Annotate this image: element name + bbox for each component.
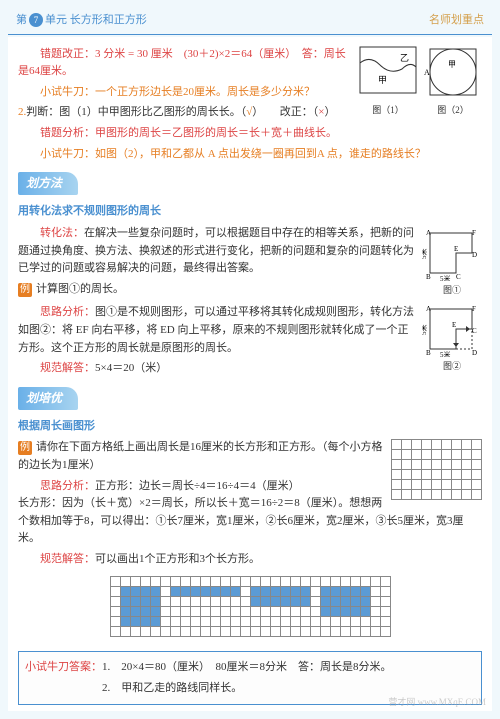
example-badge-2: 例	[18, 441, 32, 455]
answer-grid-container	[18, 576, 482, 644]
diagram-1-label: 图①	[422, 283, 482, 297]
svg-text:C: C	[472, 327, 477, 335]
header-left: 第7单元 长方形和正方形	[16, 12, 147, 30]
svg-text:5米: 5米	[422, 248, 428, 259]
figure-1-svg: 乙 甲	[356, 43, 420, 101]
page-header: 第7单元 长方形和正方形 名师划重点	[8, 8, 492, 35]
figure-2-svg: A 甲	[424, 43, 482, 101]
figure-2: A 甲 图（2）	[424, 43, 482, 117]
example-1-analysis: 思路分析：图①是不规则图形，可以通过平移将其转化成规则图形，转化方法如图②：将 …	[18, 304, 482, 357]
unit-prefix: 第	[16, 14, 27, 26]
diagram-1: A F D E C B 5米 5米 图①	[422, 225, 482, 297]
watermark: 营才网 www.MXqE.COM	[388, 695, 486, 709]
example-1-line: 例计算图①的周长。	[18, 281, 482, 299]
svg-text:E: E	[454, 245, 458, 253]
svg-text:E: E	[452, 321, 456, 329]
main-content: A 甲 图（2） 乙 甲 图（1） 错题改正：3 分米 = 30 厘米 (30＋…	[8, 37, 492, 712]
svg-text:A: A	[426, 229, 431, 237]
fig1-yi-label: 乙	[400, 53, 409, 63]
header-right: 名师划重点	[429, 12, 484, 30]
answer-box-line1: 小试牛刀答案：1. 20×4＝80（厘米） 80厘米＝8分米 答：周长是8分米。	[25, 659, 475, 677]
diagram-2-label: 图②	[422, 359, 482, 373]
fig2-A-label: A	[424, 68, 430, 77]
example-2-answer: 规范解答：可以画出1个正方形和3个长方形。	[18, 551, 482, 569]
svg-text:A: A	[426, 305, 431, 313]
fig2-jia-label: 甲	[448, 60, 456, 69]
svg-text:C: C	[456, 273, 461, 281]
section-improve-tag: 划培优	[18, 387, 78, 410]
fig1-jia-label: 甲	[378, 75, 387, 85]
svg-text:F: F	[472, 305, 476, 313]
answer-grid	[110, 576, 391, 637]
diagram-2: A F D E C B 5米 5米 图②	[422, 301, 482, 373]
figure-1-label: 图（1）	[356, 103, 420, 117]
improve-title: 根据周长画图形	[18, 418, 482, 436]
svg-text:B: B	[426, 349, 431, 357]
blank-grid-table	[391, 439, 482, 500]
section-method-tag: 划方法	[18, 172, 78, 195]
svg-text:5米: 5米	[440, 274, 451, 281]
svg-text:D: D	[472, 251, 477, 259]
example-badge: 例	[18, 283, 32, 297]
transform-method: 转化法：在解决一些复杂问题时，可以根据题目中存在的相等关系，把新的问题通过换角度…	[18, 225, 482, 278]
svg-text:D: D	[472, 349, 477, 357]
svg-text:5米: 5米	[422, 325, 428, 336]
svg-text:5米: 5米	[440, 350, 451, 357]
figure-2-label: 图（2）	[424, 103, 482, 117]
example-1-answer: 规范解答：5×4＝20（米）	[18, 360, 482, 378]
blank-grid	[391, 439, 482, 507]
figure-1: 乙 甲 图（1）	[356, 43, 420, 117]
exercise-2: 小试牛刀：如图（2），甲和乙都从 A 点出发绕一圈再回到A 点，谁走的路线长？	[18, 146, 482, 164]
error-analysis: 错题分析：甲图形的周长＝乙图形的周长＝长＋宽＋曲线长。	[18, 125, 482, 143]
svg-text:F: F	[472, 229, 476, 237]
unit-number: 7	[29, 13, 43, 27]
method-title: 用转化法求不规则图形的周长	[18, 203, 482, 221]
page-container: 第7单元 长方形和正方形 名师划重点 A 甲 图（2） 乙 甲 图（1） 错题改…	[0, 0, 500, 719]
diagram-2-svg: A F D E C B 5米 5米	[422, 301, 482, 357]
diagram-1-svg: A F D E C B 5米 5米	[422, 225, 482, 281]
svg-text:B: B	[426, 273, 431, 281]
unit-suffix: 单元 长方形和正方形	[45, 14, 147, 26]
